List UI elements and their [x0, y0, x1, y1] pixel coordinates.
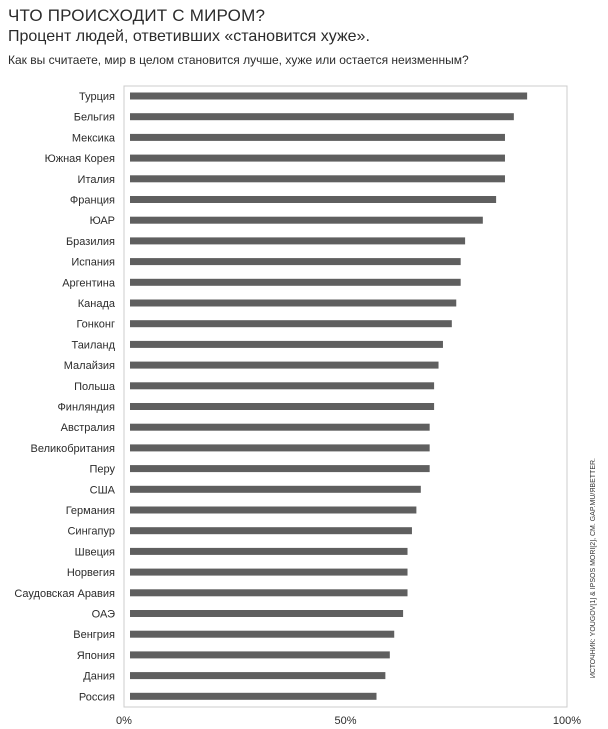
category-label: Норвегия — [67, 567, 115, 579]
bar — [130, 568, 408, 576]
bar — [130, 630, 395, 638]
category-label: Италия — [78, 174, 116, 186]
bar — [130, 299, 457, 307]
category-label: Испания — [71, 257, 115, 269]
bar — [130, 651, 390, 659]
category-label: Великобритания — [31, 443, 116, 455]
bar — [130, 278, 461, 286]
category-label: ЮАР — [90, 215, 115, 227]
bar — [130, 133, 505, 141]
bar — [130, 465, 430, 473]
category-label: Сингапур — [67, 526, 115, 538]
bar — [130, 175, 505, 183]
category-label: Перу — [89, 464, 115, 476]
category-label: Германия — [66, 505, 115, 517]
category-label: Швеция — [75, 546, 115, 558]
category-label: Мексика — [72, 132, 116, 144]
category-label: Дания — [83, 671, 115, 683]
category-label: Канада — [78, 298, 116, 310]
category-label: Россия — [79, 691, 115, 703]
category-label: Гонконг — [76, 319, 115, 331]
bar — [130, 506, 417, 514]
bar — [130, 589, 408, 597]
category-label: Таиланд — [71, 339, 115, 351]
bar — [130, 113, 514, 121]
bar — [130, 485, 421, 493]
bar — [130, 692, 377, 700]
bar — [130, 423, 430, 431]
category-label: Южная Корея — [45, 153, 115, 165]
page-subtitle: Процент людей, ответивших «становится ху… — [8, 28, 370, 45]
x-tick-label: 0% — [116, 715, 132, 727]
survey-question: Как вы считаете, мир в целом становится … — [8, 53, 469, 67]
category-label: Саудовская Аравия — [14, 588, 115, 600]
category-label: Аргентина — [62, 277, 116, 289]
category-label: ОАЭ — [92, 609, 115, 621]
category-label: Бразилия — [66, 236, 115, 248]
bar — [130, 320, 452, 328]
category-label: Турция — [79, 91, 115, 103]
bar — [130, 547, 408, 555]
bar — [130, 444, 430, 452]
bar — [130, 382, 435, 390]
category-label: Бельгия — [74, 112, 115, 124]
category-label: Малайзия — [64, 360, 115, 372]
category-label: Польша — [74, 381, 116, 393]
bar — [130, 361, 439, 369]
page-title: ЧТО ПРОИСХОДИТ С МИРОМ? — [8, 6, 266, 25]
x-tick-label: 100% — [553, 715, 581, 727]
bar — [130, 340, 443, 348]
category-label: Финляндия — [57, 402, 115, 414]
category-label: США — [90, 484, 116, 496]
bar — [130, 403, 435, 410]
category-label: Франция — [70, 195, 115, 207]
bar — [130, 196, 497, 203]
category-label: Венгрия — [73, 629, 115, 641]
bar — [130, 672, 386, 680]
bar — [130, 610, 404, 617]
x-tick-label: 50% — [334, 715, 356, 727]
bar — [130, 154, 505, 162]
bar — [130, 92, 528, 100]
bar — [130, 258, 461, 266]
bar — [130, 527, 412, 535]
plot-area — [123, 85, 568, 708]
source-note: ИСТОЧНИК: YOUGOV[1] & IPSOS MORI[2], СМ.… — [590, 458, 597, 679]
bar — [130, 237, 466, 245]
category-label: Япония — [77, 650, 115, 662]
category-label: Австралия — [61, 422, 115, 434]
bar — [130, 216, 483, 224]
